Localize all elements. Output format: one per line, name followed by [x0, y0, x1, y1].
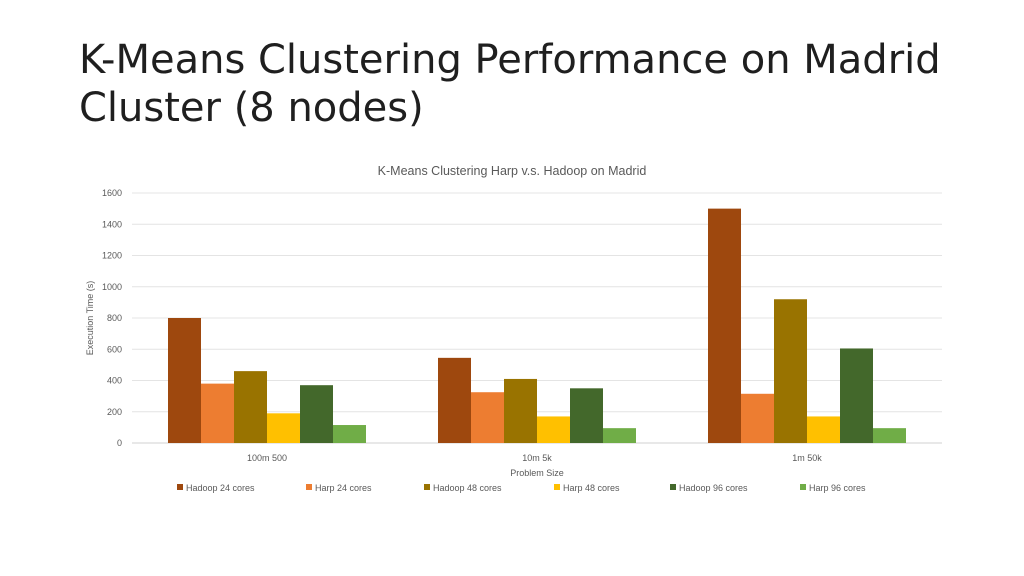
legend-label: Hadoop 24 cores	[186, 483, 255, 493]
y-tick-label: 800	[107, 313, 122, 323]
y-tick-label: 0	[117, 438, 122, 448]
bar	[504, 378, 537, 443]
y-tick-label: 1400	[102, 219, 122, 229]
legend-label: Harp 48 cores	[563, 483, 620, 493]
slide-title-line-2: Cluster (8 nodes)	[79, 85, 424, 131]
legend-label: Harp 96 cores	[809, 483, 866, 493]
chart-title: K-Means Clustering Harp v.s. Hadoop on M…	[378, 164, 647, 178]
legend-label: Harp 24 cores	[315, 483, 372, 493]
bar	[873, 428, 906, 443]
bar	[774, 299, 807, 443]
bar	[603, 428, 636, 443]
slide-title: K-Means Clustering Performance on Madrid…	[79, 36, 979, 132]
x-tick-label: 1m 50k	[792, 453, 822, 463]
legend: Hadoop 24 cores Harp 24 cores Hadoop 48 co…	[177, 483, 866, 493]
y-axis-label: Execution Time (s)	[85, 281, 95, 356]
legend-label: Hadoop 48 cores	[433, 483, 502, 493]
y-tick-label: 1600	[102, 188, 122, 198]
legend-swatch	[177, 484, 183, 490]
bars	[168, 208, 906, 443]
y-axis-ticks: 0 200 400 600 800 1000 1200 1400 1600	[102, 188, 122, 448]
bar	[570, 388, 603, 443]
bar	[708, 208, 741, 443]
bar	[537, 416, 570, 443]
y-tick-label: 400	[107, 376, 122, 386]
bar	[741, 393, 774, 443]
legend-label: Hadoop 96 cores	[679, 483, 748, 493]
y-tick-label: 200	[107, 407, 122, 417]
legend-swatch	[800, 484, 806, 490]
bar	[471, 392, 504, 443]
bar	[333, 425, 366, 443]
legend-swatch	[306, 484, 312, 490]
x-axis-ticks: 100m 500 10m 5k 1m 50k	[247, 453, 822, 463]
legend-swatch	[670, 484, 676, 490]
bar	[234, 371, 267, 443]
bar	[840, 348, 873, 443]
bar	[438, 357, 471, 443]
bar	[807, 416, 840, 443]
x-axis-label: Problem Size	[510, 468, 564, 478]
bar	[168, 318, 201, 443]
legend-swatch	[554, 484, 560, 490]
y-tick-label: 1200	[102, 251, 122, 261]
y-tick-label: 1000	[102, 282, 122, 292]
y-tick-label: 600	[107, 344, 122, 354]
slide-title-line-1: K-Means Clustering Performance on Madrid	[79, 37, 941, 83]
bar	[300, 385, 333, 443]
bar	[267, 413, 300, 443]
legend-swatch	[424, 484, 430, 490]
x-tick-label: 10m 5k	[522, 453, 552, 463]
bar	[201, 383, 234, 443]
x-tick-label: 100m 500	[247, 453, 287, 463]
